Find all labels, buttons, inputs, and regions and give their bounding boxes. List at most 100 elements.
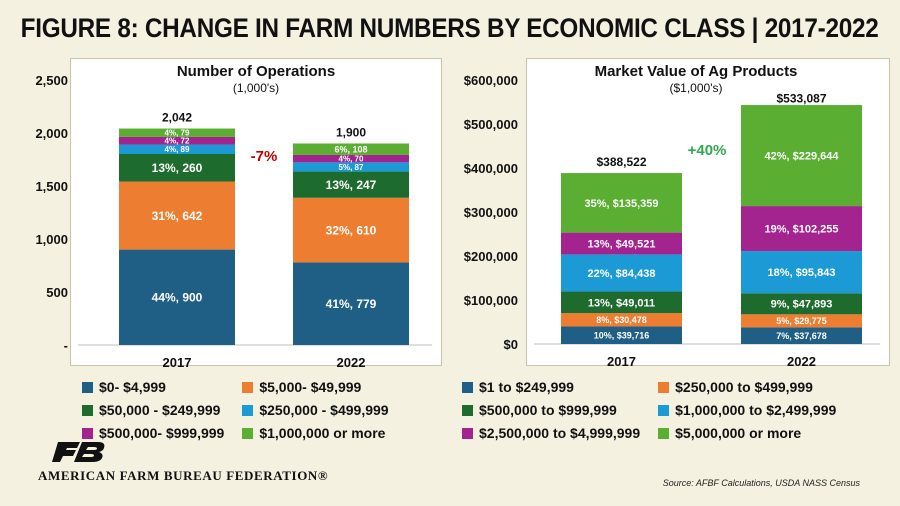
data-label: 35%, $135,359 (584, 198, 658, 210)
bar-segment (561, 291, 682, 314)
data-label: 10%, $39,716 (594, 331, 650, 341)
bar-segment (293, 262, 409, 345)
legend-swatch (82, 404, 93, 416)
data-label: 13%, 260 (152, 161, 203, 175)
legend-swatch (462, 427, 473, 439)
legend-label: $1,000,000 or more (259, 425, 386, 441)
bar-segment (293, 162, 409, 172)
bar-segment (119, 144, 235, 154)
chart-title: Number of Operations (177, 63, 335, 80)
legend-item: $0- $4,999 (82, 379, 224, 395)
legend-swatch (242, 427, 254, 439)
legend-label: $500,000 to $999,999 (479, 402, 617, 418)
legend-swatch (658, 381, 670, 393)
data-label: 7%, $37,678 (776, 331, 827, 341)
y-tick-label: $0 (504, 337, 518, 352)
y-tick-label: - (64, 338, 68, 353)
legend-label: $250,000 to $499,999 (675, 379, 813, 395)
operations-legend: $0- $4,999 $5,000- $49,999 $50,000 - $249,… (82, 379, 389, 441)
legend-swatch (242, 381, 254, 393)
y-tick-label: 1,000 (35, 232, 68, 247)
bar-segment (293, 154, 409, 163)
legend-label: $500,000- $999,999 (99, 425, 225, 441)
data-label: 13%, 247 (326, 178, 377, 192)
data-label: 42%, $229,644 (764, 151, 839, 163)
bar-segment (741, 327, 862, 344)
chart-subtitle: (1,000's) (233, 81, 279, 95)
bar-segment (293, 197, 409, 263)
y-tick-label: 1,500 (35, 179, 68, 194)
bar-segment (119, 136, 235, 145)
legend-swatch (658, 404, 670, 416)
data-label: 41%, 779 (326, 297, 377, 311)
legend-item: $1,000,000 or more (242, 425, 388, 441)
figure-title-bar: FIGURE 8: CHANGE IN FARM NUMBERS BY ECON… (0, 0, 900, 56)
total-label: 1,900 (336, 126, 366, 140)
farm-bureau-logo-icon (52, 442, 105, 462)
data-label: 4%, 72 (165, 137, 190, 146)
source-note: Source: AFBF Calculations, USDA NASS Cen… (662, 478, 860, 488)
legend-item: $2,500,000 to $4,999,999 (462, 425, 640, 441)
y-tick-label: 500 (46, 285, 68, 300)
legend-item: $500,000- $999,999 (82, 425, 224, 441)
legend-item: $250,000 to $499,999 (658, 379, 836, 395)
total-label: $388,522 (596, 155, 646, 169)
legend-swatch (462, 381, 473, 393)
legend-label: $1 to $249,999 (479, 379, 574, 395)
legend-swatch (658, 427, 670, 439)
farm-bureau-logo: AMERICAN FARM BUREAU FEDERATION® (38, 438, 358, 488)
data-label: 13%, $49,521 (588, 238, 656, 250)
y-tick-label: $100,000 (464, 293, 518, 308)
bar-segment (741, 251, 862, 294)
x-category-label: 2022 (337, 355, 366, 370)
data-label: 4%, 70 (339, 155, 364, 164)
bar-segment (561, 313, 682, 327)
bar-segment (293, 171, 409, 198)
data-label: 19%, $102,255 (764, 224, 838, 236)
legend-label: $0- $4,999 (99, 379, 166, 395)
bar-segment (119, 128, 235, 137)
data-label: 18%, $95,843 (768, 267, 836, 279)
legend-label: $50,000 - $249,999 (99, 402, 221, 418)
bar-segment (741, 206, 862, 252)
legend-item: $250,000 - $499,999 (242, 402, 389, 418)
data-label: 32%, 610 (326, 223, 377, 237)
data-label: 31%, 642 (152, 209, 203, 223)
legend-label: $5,000- $49,999 (259, 379, 362, 395)
bar-segment (119, 249, 235, 345)
legend-label: $5,000,000 or more (675, 425, 802, 441)
total-label: 2,042 (162, 111, 192, 125)
bar-segment (561, 254, 682, 292)
data-label: 9%, $47,893 (771, 299, 833, 311)
legend-item: $500,000 to $999,999 (462, 402, 640, 418)
figure-title: FIGURE 8: CHANGE IN FARM NUMBERS BY ECON… (21, 12, 879, 43)
market-value-legend: $1 to $249,999 $250,000 to $499,999 $500,0… (462, 379, 836, 441)
legend-swatch (82, 427, 93, 439)
bar-segment (741, 314, 862, 328)
x-category-label: 2022 (787, 354, 816, 369)
legend-label: $1,000,000 to $2,499,999 (675, 402, 837, 418)
data-label: 22%, $84,438 (588, 268, 656, 280)
total-label: $533,087 (776, 91, 826, 105)
legend-item: $1,000,000 to $2,499,999 (658, 402, 836, 418)
change-annotation: -7% (251, 148, 278, 165)
legend-label: $250,000 - $499,999 (259, 402, 389, 418)
chart-title: Market Value of Ag Products (595, 63, 798, 80)
bar-segment (741, 293, 862, 315)
data-label: 8%, $30,478 (596, 315, 647, 325)
legend-item: $50,000 - $249,999 (82, 402, 224, 418)
chart-subtitle: ($1,000's) (670, 81, 723, 95)
bar-segment (293, 143, 409, 155)
logo-wordmark: AMERICAN FARM BUREAU FEDERATION® (38, 468, 329, 483)
data-label: 4%, 79 (165, 129, 190, 138)
bar-segment (741, 105, 862, 207)
data-label: 13%, $49,011 (588, 297, 655, 309)
y-tick-label: $300,000 (464, 205, 518, 220)
bar-segment (561, 232, 682, 255)
y-tick-label: 2,000 (35, 126, 68, 141)
data-label: 5%, 87 (339, 163, 364, 172)
y-tick-label: $400,000 (464, 161, 518, 176)
data-label: 6%, 108 (334, 144, 367, 154)
